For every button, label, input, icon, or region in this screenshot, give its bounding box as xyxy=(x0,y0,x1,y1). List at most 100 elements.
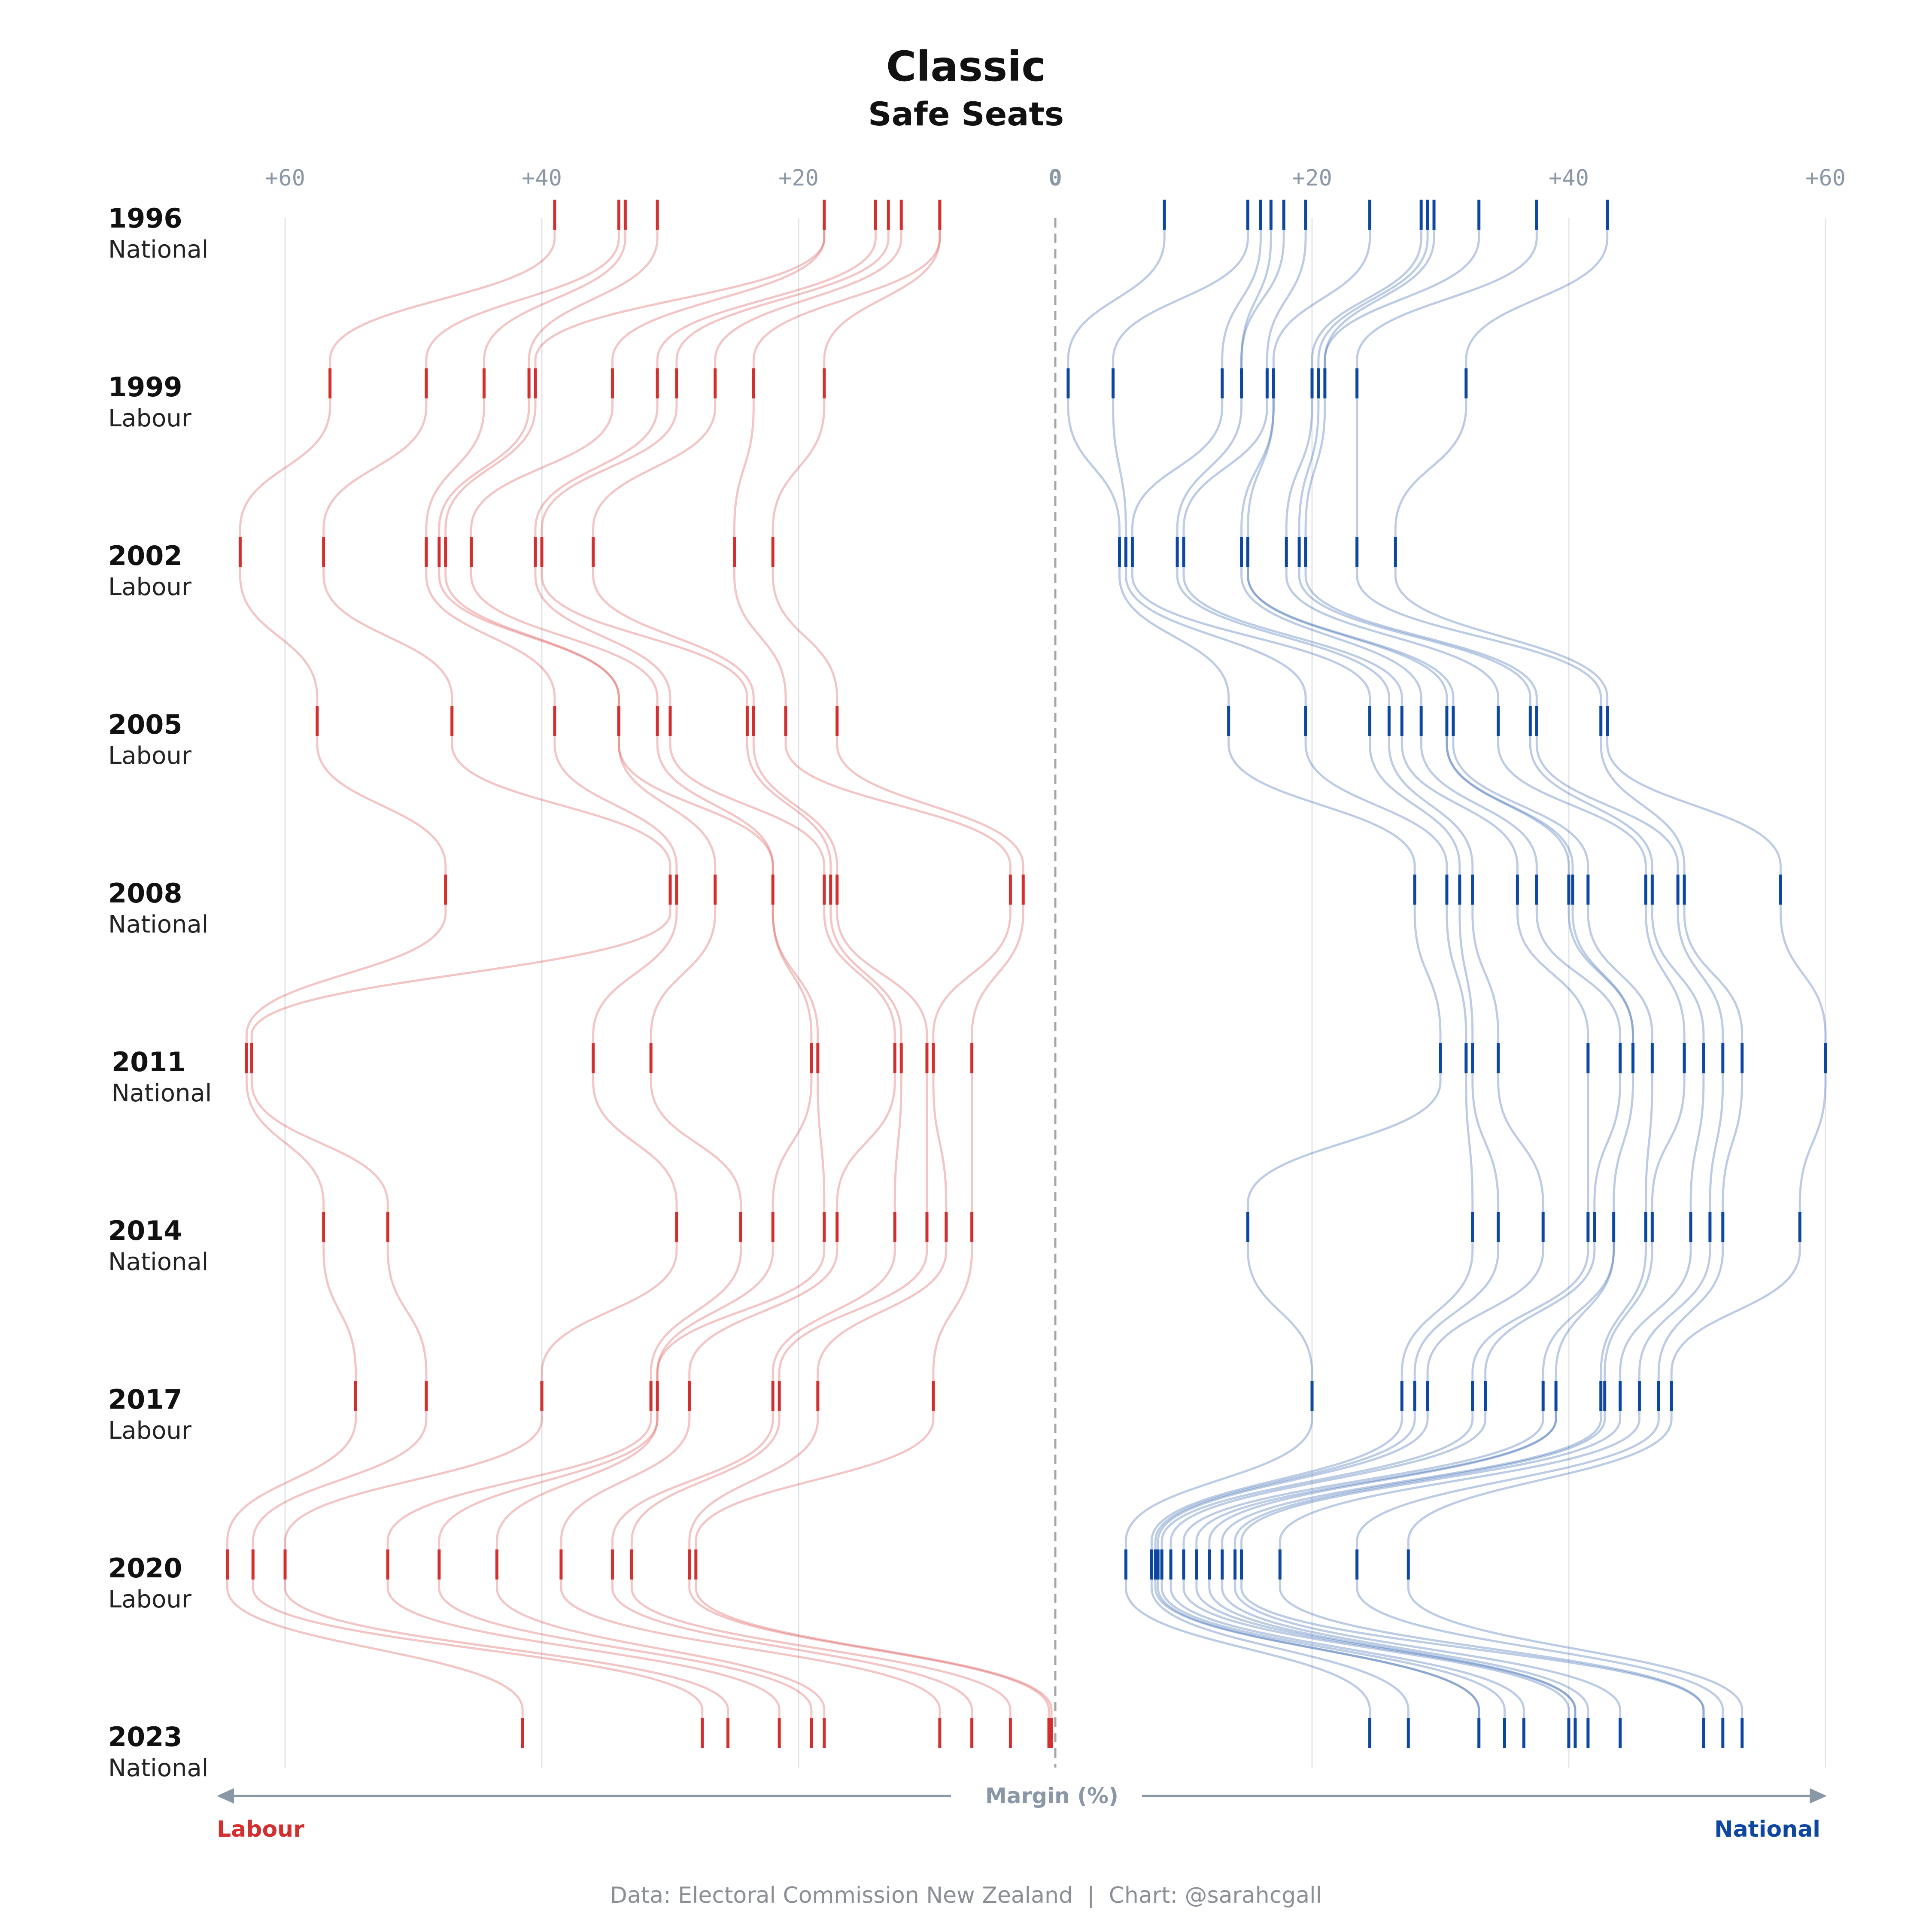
winner-label: National xyxy=(112,1079,212,1107)
labour-flow-line xyxy=(893,1073,902,1212)
national-flow-line xyxy=(1689,1073,1705,1212)
national-flow-line xyxy=(1677,905,1724,1043)
national-flow-line xyxy=(1709,1073,1724,1212)
labour-flow-line xyxy=(438,567,620,706)
winner-label: Labour xyxy=(108,404,192,432)
national-flow-line xyxy=(1651,1073,1686,1212)
national-flow-line xyxy=(1446,736,1574,875)
national-flow-line xyxy=(1240,230,1285,368)
labour-flow-line xyxy=(784,736,1012,875)
national-flow-line xyxy=(1195,1580,1577,1718)
national-flow-line xyxy=(1369,736,1461,875)
national-flow-line xyxy=(1176,567,1390,706)
labour-flow-line xyxy=(772,398,826,537)
year-label: 2023 xyxy=(108,1721,182,1753)
national-flow-line xyxy=(1394,567,1609,706)
national-flow-line xyxy=(1497,736,1647,875)
flow-layer xyxy=(226,230,1827,1718)
national-flow-line xyxy=(1240,1411,1622,1549)
national-flow-line xyxy=(1157,1580,1480,1718)
labour-flow-line xyxy=(560,1411,691,1549)
labour-flow-line xyxy=(592,567,755,706)
labour-flow-line xyxy=(714,230,902,368)
winner-label: Labour xyxy=(108,742,192,770)
national-flow-line xyxy=(1234,1411,1606,1549)
year-label: 2011 xyxy=(112,1046,186,1078)
national-flow-line xyxy=(1247,1242,1313,1381)
national-flow-line xyxy=(1304,736,1448,875)
national-flow-line xyxy=(1221,1580,1589,1718)
national-flow-line xyxy=(1356,567,1602,706)
labour-flow-line xyxy=(772,905,813,1043)
axis-arrow-right-icon xyxy=(1810,1788,1827,1804)
labour-flow-line xyxy=(656,1242,774,1381)
national-flow-line xyxy=(1356,1580,1724,1718)
winner-label: National xyxy=(108,1248,208,1276)
national-flow-line xyxy=(1157,1411,1429,1549)
national-flow-line xyxy=(1587,905,1653,1043)
labour-flow-line xyxy=(656,736,774,875)
labour-flow-line xyxy=(444,398,537,537)
labour-flow-line xyxy=(656,1242,826,1381)
labour-flow-line xyxy=(528,230,659,368)
margin-axis: Margin (%) xyxy=(217,1783,1827,1808)
national-flow-line xyxy=(1529,736,1653,875)
national-flow-line xyxy=(1413,905,1442,1043)
national-flow-line xyxy=(1124,1411,1313,1549)
labour-flow-line xyxy=(611,230,826,368)
national-flow-line xyxy=(1170,1411,1487,1549)
labour-flow-line xyxy=(611,1580,973,1718)
labour-flow-line xyxy=(617,736,717,875)
labour-flow-line xyxy=(772,567,838,706)
national-flow-line xyxy=(1722,1073,1744,1212)
national-flow-line xyxy=(1208,1411,1557,1549)
year-labels: 1996National1999Labour2002Labour2005Labo… xyxy=(108,203,212,1782)
labour-flow-line xyxy=(322,567,453,706)
labour-flow-line xyxy=(592,398,717,537)
national-flow-line xyxy=(1407,1411,1673,1549)
labour-flow-line xyxy=(746,736,832,875)
labour-flow-line xyxy=(688,1242,838,1381)
national-flow-line xyxy=(1619,1242,1692,1381)
tick-mark-layer xyxy=(225,200,1827,1748)
labour-flow-line xyxy=(483,230,626,368)
national-flow-line xyxy=(1593,1073,1622,1212)
labour-flow-line xyxy=(932,905,1012,1043)
labour-flow-line xyxy=(386,1411,652,1549)
labour-direction-label: Labour xyxy=(217,1817,304,1842)
x-tick-label: 0 xyxy=(1048,165,1062,191)
chart-subtitle: Safe Seats xyxy=(868,95,1064,133)
year-label: 2017 xyxy=(108,1384,182,1415)
labour-flow-line xyxy=(226,1411,357,1549)
national-flow-line xyxy=(1555,1242,1615,1381)
labour-flow-line xyxy=(656,230,877,368)
national-flow-line xyxy=(1240,398,1275,537)
national-flow-line xyxy=(1446,736,1570,875)
labour-flow-line xyxy=(733,567,787,706)
labour-flow-line xyxy=(245,1073,325,1212)
labour-flow-line xyxy=(284,1580,729,1718)
labour-flow-line xyxy=(592,905,678,1043)
national-flow-line xyxy=(1471,1242,1589,1381)
labour-flow-line xyxy=(560,1580,941,1718)
labour-flow-line xyxy=(650,1073,742,1212)
national-flow-line xyxy=(1638,1242,1711,1381)
labour-flow-line xyxy=(284,1411,543,1549)
national-flow-line xyxy=(1426,1242,1544,1381)
national-flow-line xyxy=(1413,1242,1500,1381)
national-flow-line xyxy=(1567,905,1634,1043)
national-flow-line xyxy=(1112,398,1127,537)
labour-flow-line xyxy=(444,567,620,706)
labour-flow-line xyxy=(252,1411,428,1549)
national-flow-line xyxy=(1798,1073,1827,1212)
national-flow-line xyxy=(1160,1411,1474,1549)
national-flow-line xyxy=(1657,1242,1724,1381)
year-label: 2008 xyxy=(108,878,182,909)
national-flow-line xyxy=(1604,1242,1653,1381)
national-flow-line xyxy=(1154,1580,1480,1718)
labour-flow-line xyxy=(932,1242,973,1381)
winner-label: Labour xyxy=(108,1417,192,1445)
labour-flow-line xyxy=(425,230,620,368)
national-flow-line xyxy=(1542,1242,1615,1381)
